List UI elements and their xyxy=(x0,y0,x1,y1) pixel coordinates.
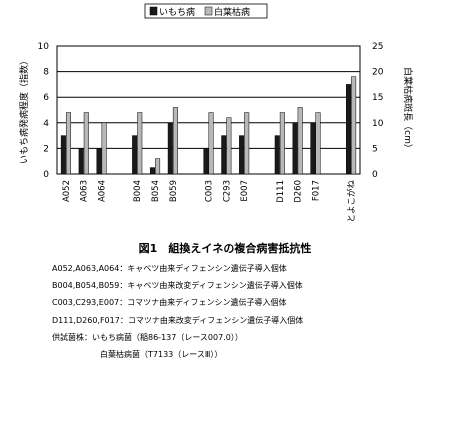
y-axis-label: いもち病発病程度（指数） xyxy=(18,56,30,164)
bar-blast xyxy=(167,122,173,175)
y2-tick-label: 25 xyxy=(372,42,383,52)
y-tick-label: 0 xyxy=(43,170,49,180)
note-line: B004,B054,B059：キャベツ由来改変ディフェンシン遺伝子導入個体 xyxy=(52,281,303,291)
bar-blast xyxy=(239,135,245,175)
y2-tick-label: 20 xyxy=(372,68,384,78)
bar-blast xyxy=(78,148,84,175)
note-line: 供試菌株：いもち病菌（稲86-137（レース007.0）） xyxy=(52,332,243,342)
y2-tick-label: 5 xyxy=(372,144,378,154)
y2-axis-label: 白葉枯病斑長（cm） xyxy=(402,67,414,153)
plot-area xyxy=(56,45,361,175)
bar-blast xyxy=(310,122,316,175)
bar-blight xyxy=(101,122,107,175)
bar-blast xyxy=(149,167,155,175)
chart: 0 2 4 6 8 10 0 5 10 15 20 25 A052 A063 A064 B004 B054 B… xyxy=(18,3,414,223)
caption-notes: A052,A063,A064：キャベツ由来ディフェンシン遺伝子導入個体 B004… xyxy=(52,260,303,363)
bar-blight xyxy=(351,76,357,175)
legend-label-blight: 白葉枯病 xyxy=(214,6,250,18)
x-tick-label: A063 xyxy=(80,180,90,202)
figure-caption: 図1 組換えイネの複合病害抵抗性 xyxy=(138,242,312,255)
x-tick-label: A052 xyxy=(62,180,72,202)
x-tick-label: B054 xyxy=(151,180,161,202)
legend-label-blast: いもち病 xyxy=(159,6,195,18)
bar-blight xyxy=(226,117,232,175)
note-line: A052,A063,A064：キャベツ由来ディフェンシン遺伝子導入個体 xyxy=(52,264,287,273)
note-line: C003,C293,E007：コマツナ由来ディフェンシン遺伝子導入個体 xyxy=(52,298,287,308)
bar-blast xyxy=(274,135,280,175)
bar-blight xyxy=(137,112,143,175)
bar-blight xyxy=(244,112,250,175)
x-axis-labels: A052 A063 A064 B004 B054 B059 C003 C293 E007 D111… xyxy=(62,180,357,223)
bar-blight xyxy=(279,112,285,175)
y2-tick-label: 0 xyxy=(372,170,378,180)
x-tick-label: B059 xyxy=(169,180,179,202)
left-axis-ticks: 0 2 4 6 8 10 xyxy=(38,42,50,180)
y-tick-label: 2 xyxy=(43,144,49,154)
y-tick-label: 6 xyxy=(43,93,49,103)
bar-blight xyxy=(155,158,161,175)
x-tick-label: B004 xyxy=(133,180,143,202)
bar-blast xyxy=(96,148,102,175)
x-tick-label: C003 xyxy=(205,180,215,202)
y2-tick-label: 15 xyxy=(372,93,383,103)
x-tick-label: A064 xyxy=(98,180,108,202)
bar-blight xyxy=(83,112,89,175)
y2-tick-label: 10 xyxy=(372,119,384,129)
x-tick-label: D111 xyxy=(276,180,286,203)
x-tick-label: C293 xyxy=(222,180,232,202)
y-tick-label: 4 xyxy=(43,119,49,129)
bar-blight xyxy=(315,112,321,175)
y-tick-label: 8 xyxy=(43,68,49,78)
x-tick-label: D260 xyxy=(294,180,304,203)
x-tick-label: E007 xyxy=(240,180,250,202)
x-tick-label: F017 xyxy=(311,180,321,201)
gridlines xyxy=(57,71,360,149)
x-tick-label: とよこがね xyxy=(346,180,357,223)
bar-blast xyxy=(203,148,209,175)
bar-blast xyxy=(292,122,298,175)
bars xyxy=(60,76,357,175)
bar-blast xyxy=(221,135,227,175)
legend-swatch-blight xyxy=(204,6,213,16)
bar-blast xyxy=(132,135,138,175)
bar-blight xyxy=(208,112,214,175)
y-tick-label: 10 xyxy=(38,42,50,52)
bar-blight xyxy=(297,107,303,175)
right-axis-ticks: 0 5 10 15 20 25 xyxy=(372,42,384,180)
bar-blight xyxy=(65,112,71,175)
legend: いもち病 白葉枯病 xyxy=(144,3,268,19)
note-line: D111,D260,F017：コマツナ由来改変ディフェンシン遺伝子導入個体 xyxy=(52,315,304,325)
legend-swatch-blast xyxy=(149,6,158,16)
bar-blight xyxy=(172,107,178,175)
bar-blast xyxy=(60,135,66,175)
bar-blast xyxy=(346,84,352,175)
note-line-indent: 白葉枯病菌（T7133（レースⅢ）） xyxy=(100,350,223,360)
